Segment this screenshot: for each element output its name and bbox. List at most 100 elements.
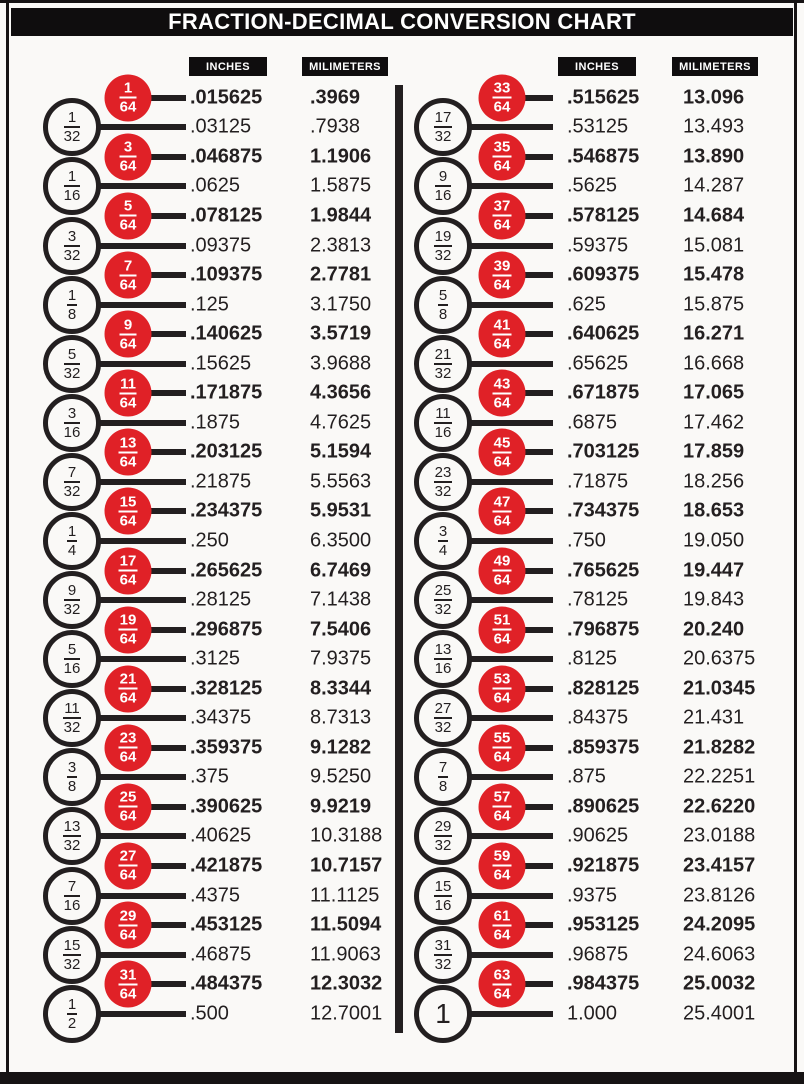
connector-line	[72, 183, 186, 190]
inches-value: .0625	[190, 174, 241, 197]
fraction-label: 21 32	[433, 345, 453, 381]
right-column: INCHES MILIMETERS 33 64.515625 13.096 17 32.…	[403, 48, 794, 1043]
fraction-denominator: 64	[493, 453, 511, 471]
fraction-label: 15 64	[118, 494, 138, 530]
mm-value: 12.3032	[310, 972, 383, 995]
fraction-badge: 39 64	[478, 251, 526, 299]
fraction-numerator: 11	[63, 700, 81, 720]
inches-value: .703125	[567, 440, 640, 463]
inches-value: .328125	[190, 677, 263, 700]
fraction-numerator: 47	[492, 493, 512, 513]
conversion-row: 3 16 .1875 4.7625	[8, 393, 395, 452]
fraction-numerator: 21	[433, 345, 453, 365]
connector-line	[128, 449, 186, 456]
fraction-badge: 53 64	[478, 665, 526, 713]
inches-value: .71875	[567, 470, 629, 493]
fraction-badge: 23 64	[104, 724, 152, 772]
mm-value: 14.287	[683, 174, 745, 197]
mm-value: 24.2095	[683, 913, 756, 936]
fraction-denominator: 8	[438, 778, 448, 796]
conversion-row: 27 32 .84375 21.431	[403, 689, 794, 748]
fraction-badge: 19 32	[414, 216, 472, 275]
conversion-row: 3 4 .750 19.050	[403, 511, 794, 570]
connector-line	[502, 626, 553, 633]
conversion-row: 29 64 .453125 11.5094	[8, 901, 395, 949]
fraction-label: 13 32	[62, 819, 82, 853]
inches-value: .515625	[567, 86, 640, 109]
inches-value: .750	[567, 529, 606, 552]
fraction-denominator: 64	[493, 394, 511, 412]
conversion-row: 31 64 .484375 12.3032	[8, 960, 395, 1008]
fraction-numerator: 45	[492, 434, 512, 454]
connector-line	[128, 626, 186, 633]
mm-value: 24.6063	[683, 943, 756, 966]
connector-line	[72, 242, 186, 249]
conversion-row: 3 64 .046875 1.1906	[8, 133, 395, 181]
frame-left-border	[6, 3, 9, 1072]
fraction-badge: 17 32	[414, 98, 472, 157]
inches-value: 1.000	[567, 1002, 618, 1025]
fraction-denominator: 32	[434, 955, 452, 973]
fraction-label: 19 64	[118, 613, 138, 647]
inches-value: .90625	[567, 824, 629, 847]
fraction-badge: 29 64	[104, 901, 152, 949]
fraction-label: 23 64	[118, 731, 138, 765]
mm-value: 6.7469	[310, 559, 372, 582]
fraction-badge: 17 64	[104, 547, 152, 595]
fraction-denominator: 4	[67, 541, 77, 559]
fraction-badge: 33 64	[478, 74, 526, 122]
conversion-row: 5 64 .078125 1.9844	[8, 192, 395, 240]
conversion-row: 41 64 .640625 16.271	[403, 310, 794, 358]
inches-column-header: INCHES	[189, 57, 267, 76]
connector-line	[128, 272, 186, 279]
fraction-label: 13 16	[433, 641, 453, 676]
mm-value: 9.1282	[310, 736, 372, 759]
fraction-numerator: 9	[119, 317, 137, 336]
conversion-row: 7 64 .109375 2.7781	[8, 251, 395, 299]
connector-line	[502, 508, 553, 515]
fraction-denominator: 64	[119, 512, 137, 530]
mm-value: 1.1906	[310, 145, 372, 168]
connector-line	[502, 212, 553, 219]
mm-value: 11.9063	[310, 943, 381, 966]
frame-bottom-border	[0, 1072, 804, 1084]
fraction-numerator: 13	[433, 641, 453, 661]
fraction-numerator: 33	[492, 79, 512, 99]
inches-value: .78125	[567, 588, 629, 611]
fraction-badge: 61 64	[478, 901, 526, 949]
mm-value: 5.5563	[310, 470, 372, 493]
fraction-badge: 5 64	[104, 192, 152, 240]
conversion-row: 43 64 .671875 17.065	[403, 369, 794, 417]
conversion-row: 15 64 .234375 5.9531	[8, 487, 395, 535]
mm-value: 13.096	[683, 86, 745, 109]
connector-line	[502, 922, 553, 929]
inches-value: .59375	[567, 234, 629, 256]
fraction-numerator: 53	[492, 670, 512, 690]
fraction-label: 3 32	[63, 229, 81, 263]
connector-line	[443, 597, 553, 604]
fraction-denominator: 64	[493, 689, 511, 707]
inches-value: .3125	[190, 647, 241, 670]
fraction-numerator: 61	[492, 907, 512, 927]
connector-line	[72, 833, 186, 840]
fraction-denominator: 64	[493, 512, 511, 530]
inches-value: .484375	[190, 972, 263, 995]
connector-line	[72, 951, 186, 958]
fraction-label: 7 64	[119, 258, 137, 294]
fraction-denominator: 16	[434, 423, 452, 441]
fraction-label: 7 32	[63, 465, 81, 499]
inches-value: .109375	[190, 263, 263, 286]
inches-value: .8125	[567, 647, 618, 670]
fraction-denominator: 64	[119, 276, 137, 294]
conversion-row: 55 64 .859375 21.8282	[403, 724, 794, 772]
fraction-label: 33 64	[492, 79, 512, 115]
fraction-numerator: 55	[492, 729, 512, 749]
mm-value: 18.653	[683, 499, 745, 522]
conversion-row: 7 16 .4375 11.1125	[8, 866, 395, 925]
fraction-label: 45 64	[492, 434, 512, 471]
fraction-numerator: 1	[63, 110, 81, 129]
